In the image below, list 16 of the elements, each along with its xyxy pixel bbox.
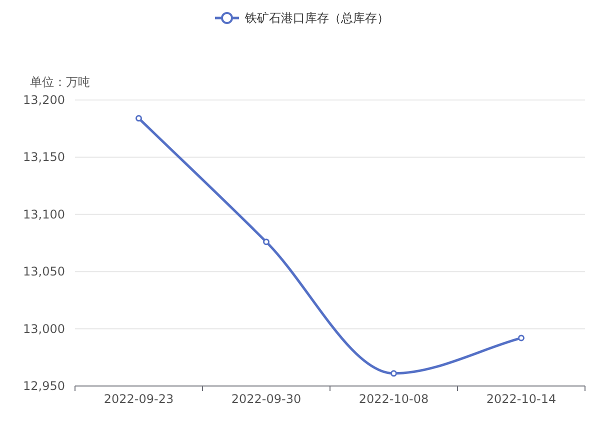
point: [390, 370, 397, 377]
x-tick-label: 2022-09-23: [104, 392, 174, 406]
y-tick-label: 12,950: [23, 379, 65, 393]
y-tick-label: 13,150: [23, 150, 65, 164]
y-tick-label: 13,100: [23, 207, 65, 222]
y-tick-label: 13,050: [23, 264, 65, 279]
y-tick-label: 13,000: [23, 322, 65, 336]
x-tick-label: 2022-10-14: [486, 392, 556, 406]
point: [136, 115, 142, 122]
x-tick-label: 2022-09-30: [231, 392, 302, 406]
point: [263, 238, 270, 246]
legend-label: 铁矿石港口库存（总库存）: [244, 11, 389, 25]
point: [518, 334, 524, 342]
y-tick-label: 13,200: [23, 93, 65, 107]
x-tick-label: 2022-10-08: [358, 392, 429, 406]
y-axis-title: 单位：万吨: [30, 75, 90, 89]
